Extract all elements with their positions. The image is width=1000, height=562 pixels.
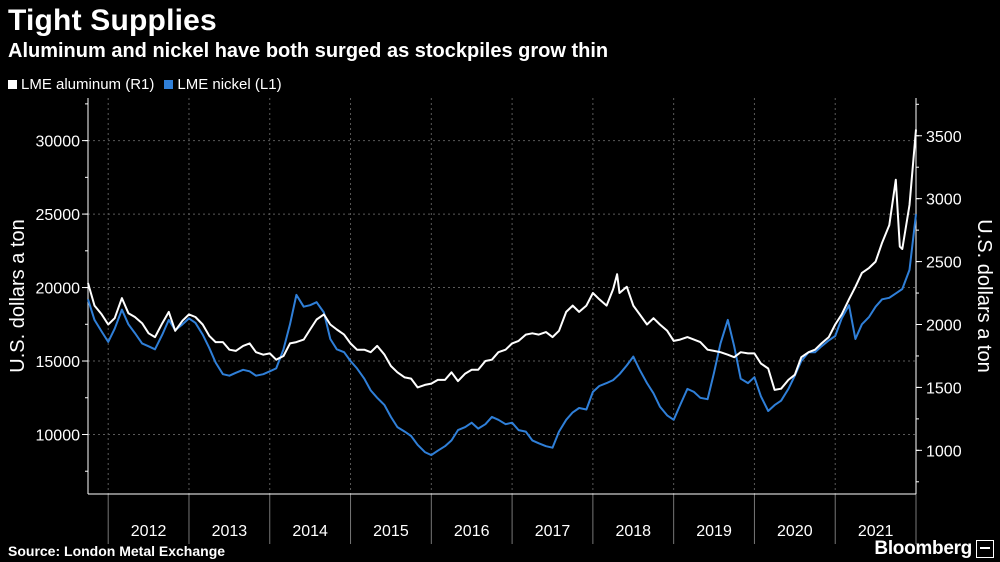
x-tick-label: 2017 (535, 523, 571, 540)
x-tick-label: 2019 (696, 523, 732, 540)
grid-lines (88, 98, 917, 494)
y-right-tick-label: 1000 (926, 443, 962, 460)
y-right-tick-label: 2000 (926, 318, 962, 335)
x-tick-label: 2015 (373, 523, 409, 540)
series-lines (87, 129, 917, 457)
legend-item-nickel: LME nickel (L1) (164, 76, 282, 93)
series-line-aluminum (87, 129, 917, 391)
legend-item-aluminum: LME aluminum (R1) (8, 76, 154, 93)
chart-title: Tight Supplies (8, 4, 217, 37)
y-left-tick-label: 20000 (36, 281, 81, 298)
source-note: Source: London Metal Exchange (8, 543, 226, 559)
y-right-axis-title: U.S. dollars a ton (973, 219, 995, 372)
x-tick-label: 2018 (615, 523, 651, 540)
y-right-tick-label: 3500 (926, 129, 962, 146)
legend-swatch-aluminum (8, 80, 17, 89)
y-left-axis-title: U.S. dollars a ton (7, 219, 29, 372)
legend-swatch-nickel (164, 80, 174, 89)
chart-subtitle: Aluminum and nickel have both surged as … (8, 40, 609, 62)
x-tick-label: 2012 (131, 523, 167, 540)
axes (82, 98, 922, 544)
bloomberg-mark-icon (976, 540, 994, 558)
y-left-tick-label: 25000 (36, 207, 81, 224)
y-right-tick-label: 2500 (926, 255, 962, 272)
y-left-tick-label: 10000 (36, 427, 81, 444)
x-tick-label: 2016 (454, 523, 490, 540)
y-left-tick-label: 15000 (36, 354, 81, 371)
legend: LME aluminum (R1) LME nickel (L1) (8, 76, 292, 93)
x-tick-label: 2014 (292, 523, 328, 540)
legend-label-nickel: LME nickel (L1) (177, 76, 282, 93)
x-tick-label: 2013 (212, 523, 248, 540)
y-right-tick-label: 1500 (926, 380, 962, 397)
axis-labels: 10000 15000 20000 25000 30000 1000 1500 2000 250… (7, 129, 995, 540)
x-tick-label: 2020 (777, 523, 813, 540)
legend-label-aluminum: LME aluminum (R1) (21, 76, 155, 93)
y-right-tick-label: 3000 (926, 192, 962, 209)
series-line-nickel (87, 213, 917, 457)
bloomberg-logo: Bloomberg (874, 538, 972, 559)
y-left-tick-label: 30000 (36, 134, 81, 151)
x-tick-label: 2021 (858, 523, 894, 540)
